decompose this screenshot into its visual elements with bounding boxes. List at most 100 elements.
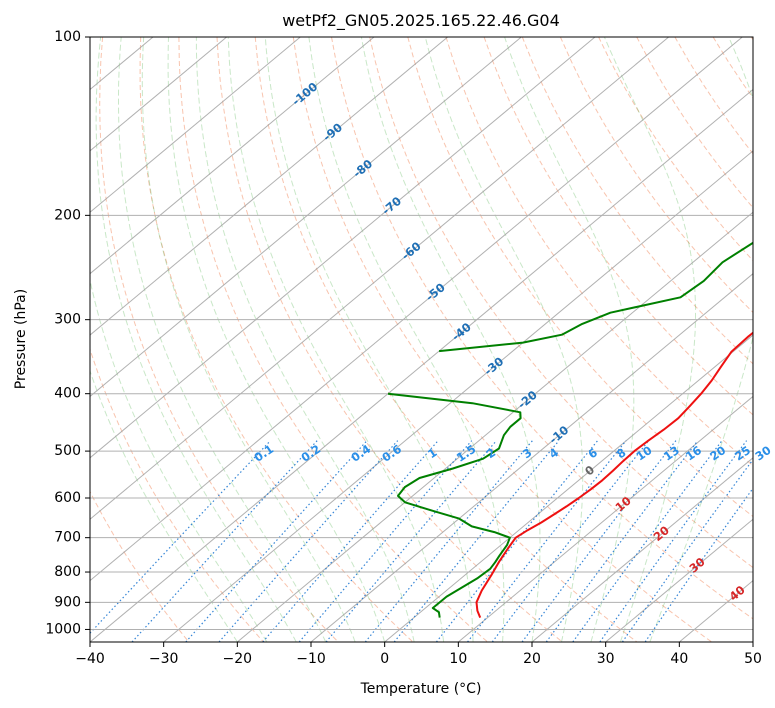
mixing-ratio-line xyxy=(599,440,748,642)
x-tick-label: −10 xyxy=(296,651,326,667)
x-tick-label: 50 xyxy=(744,651,762,667)
x-tick-label: 40 xyxy=(670,651,688,667)
isotherm-line xyxy=(310,273,753,642)
moist-adiabat xyxy=(308,37,505,642)
y-tick-label: 900 xyxy=(54,594,81,610)
isotherm-line xyxy=(90,37,743,582)
dry-adiabat xyxy=(369,37,753,569)
mixing-ratio-label: 13 xyxy=(661,443,682,464)
isotherm-line xyxy=(237,211,753,642)
moist-adiabat xyxy=(95,37,297,642)
isotherm-line xyxy=(90,37,448,336)
mixing-ratio-line xyxy=(572,440,723,642)
mixing-ratio-label: 20 xyxy=(707,443,728,464)
x-tick-label: 20 xyxy=(523,651,541,667)
mixing-ratio-line xyxy=(325,440,497,642)
mixing-ratio-label: 30 xyxy=(752,443,773,464)
y-tick-label: 600 xyxy=(54,490,81,506)
dry-adiabat xyxy=(90,490,190,642)
dry-adiabat xyxy=(178,37,488,642)
isotherm-line xyxy=(531,457,753,642)
isotherm-line xyxy=(90,88,753,642)
isotherm-line xyxy=(0,37,79,642)
moist-adiabat xyxy=(504,37,635,642)
moist-adiabat xyxy=(90,277,268,642)
y-tick-label: 300 xyxy=(54,312,81,328)
y-axis-title: Pressure (hPa) xyxy=(13,289,29,389)
isotherm-line xyxy=(458,395,753,642)
mixing-ratio-line xyxy=(131,440,318,642)
mixing-ratio-line xyxy=(545,440,699,642)
moist-adiabat xyxy=(118,37,327,642)
y-tick-label: 500 xyxy=(54,443,81,459)
x-tick-label: 0 xyxy=(380,651,389,667)
isotherm-line xyxy=(0,37,6,642)
moist-adiabat xyxy=(424,37,584,642)
dry-adiabat xyxy=(674,37,753,155)
y-tick-label: 400 xyxy=(54,386,81,402)
isotherm-line xyxy=(752,641,753,642)
sounding-line xyxy=(387,392,522,618)
y-tick-label: 100 xyxy=(54,29,81,45)
isotherm-line xyxy=(90,37,375,275)
mixing-ratio-line xyxy=(185,440,368,642)
dry-adiabat xyxy=(521,37,753,365)
isotherm-line xyxy=(163,150,753,642)
pressure-gridlines xyxy=(90,37,753,630)
plot-frame xyxy=(89,36,754,643)
mixing-ratio-line xyxy=(393,440,560,642)
moist-adiabat xyxy=(360,37,541,642)
mixing-ratio-line xyxy=(467,440,627,642)
x-axis-title: Temperature (°C) xyxy=(360,681,482,697)
dry-adiabat xyxy=(445,37,753,467)
isotherm-line xyxy=(90,37,227,152)
dry-adiabat xyxy=(254,37,638,642)
moist-adiabat xyxy=(90,369,238,642)
y-tick-label: 200 xyxy=(54,207,81,223)
mixing-ratio-line xyxy=(364,440,533,642)
moist-adiabat xyxy=(264,37,474,642)
mixing-ratio-label: 36 xyxy=(773,443,775,464)
sounding-line xyxy=(438,241,753,353)
isotherm-line xyxy=(90,37,522,398)
dry-adiabat xyxy=(99,37,339,642)
mixing-ratio-label: 3 xyxy=(520,445,534,461)
dry-adiabat xyxy=(559,37,753,314)
isotherm-line xyxy=(90,37,596,459)
mixing-ratio-label: 4 xyxy=(547,445,561,461)
x-tick-label: 30 xyxy=(597,651,615,667)
mixing-ratio-label: 0.2 xyxy=(298,442,323,465)
dry-adiabat xyxy=(407,37,753,518)
y-tick-label: 800 xyxy=(54,564,81,580)
mixing-ratio-line xyxy=(298,440,473,642)
moist-adiabat xyxy=(603,37,696,642)
mixing-ratio-line xyxy=(262,440,439,642)
x-tick-label: −30 xyxy=(149,651,179,667)
background-lines xyxy=(0,37,753,642)
mixing-ratio-label: 0.1 xyxy=(252,442,277,465)
dry-adiabat xyxy=(139,37,414,642)
isotherm-line xyxy=(90,37,301,213)
mixing-ratio-line xyxy=(218,440,399,642)
dry-adiabat xyxy=(750,37,753,41)
dry-adiabat xyxy=(598,37,753,262)
mixing-ratio-line xyxy=(644,487,753,642)
dry-adiabat xyxy=(216,37,563,642)
dry-adiabat xyxy=(292,37,712,642)
x-tick-label: −20 xyxy=(223,651,253,667)
x-axis-ticks: −40 −30 −20 −10 0 10 20 30 40 50 xyxy=(75,642,762,667)
y-axis-ticks: 100 200 300 400 500 600 700 800 900 1000 xyxy=(45,29,90,637)
y-tick-label: 1000 xyxy=(45,621,81,637)
mixing-ratio-line xyxy=(621,458,753,642)
mixing-ratio-line xyxy=(90,440,271,635)
x-tick-label: 10 xyxy=(449,651,467,667)
moist-adiabat xyxy=(141,37,356,642)
mixing-ratio-label: 10 xyxy=(633,443,654,464)
x-tick-label: −40 xyxy=(75,651,105,667)
y-tick-label: 700 xyxy=(54,530,81,546)
moist-adiabat xyxy=(167,37,386,642)
isotherm-line xyxy=(605,518,753,642)
mixing-ratio-label: 2 xyxy=(484,445,498,461)
mixing-ratio-label: 6 xyxy=(585,445,599,461)
